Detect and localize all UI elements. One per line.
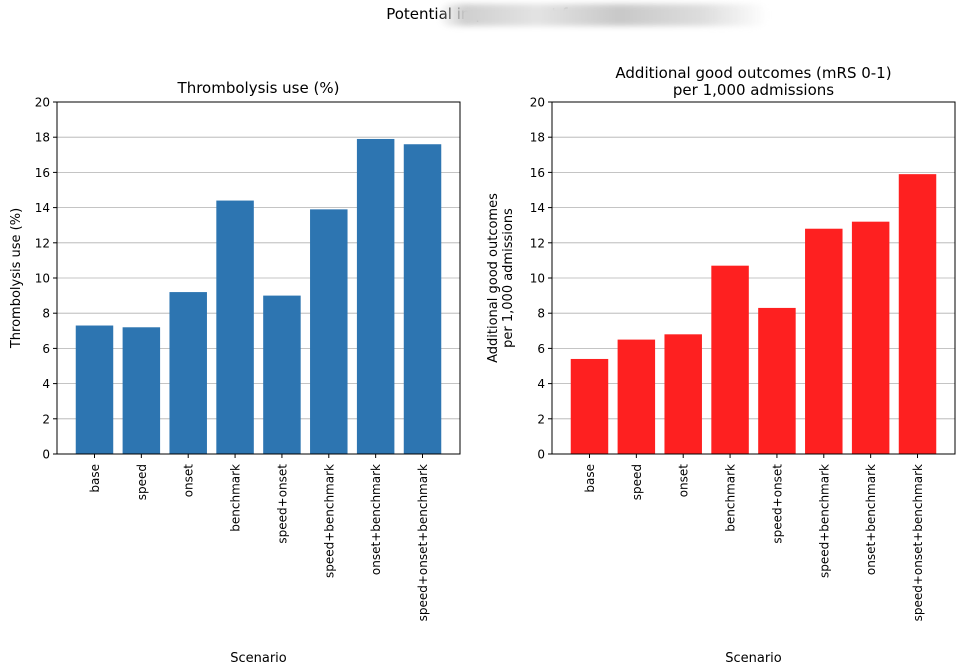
y-tick-label: 10 (35, 272, 50, 286)
y-tick-label: 4 (42, 377, 50, 391)
chart-thrombolysis-use: 0 2 4 6 8 10 12 14 16 18 20 base speed onset benchmark… (9, 79, 461, 666)
chart-title: Thrombolysis use (%) (177, 79, 340, 97)
x-tick-label: base (88, 464, 102, 493)
bar-speed (617, 339, 656, 454)
y-tick-label: 14 (530, 201, 545, 215)
x-axis-label-line: Scenario (725, 651, 782, 666)
x-tick-label: speed+onset (770, 464, 784, 544)
x-tick-label: onset (677, 464, 691, 498)
y-tick-label: 14 (35, 201, 50, 215)
x-axis-label-line: Scenario (230, 651, 287, 666)
y-axis-label: Thrombolysis use (%) (9, 208, 24, 349)
bar-benchmark (711, 265, 749, 454)
x-tick-label: base (583, 464, 597, 493)
bar-onset (169, 292, 207, 454)
y-axis-label: Additional good outcomesper 1,000 admiss… (486, 193, 516, 363)
bar-base (570, 358, 609, 454)
bar-onset+benchmark (851, 221, 890, 454)
bar-speed+onset+benchmark (898, 174, 937, 454)
bar-onset+benchmark (356, 138, 395, 454)
chart-additional-good-outcomes: 0 2 4 6 8 10 12 14 16 18 20 base speed onset benchmark… (486, 64, 956, 666)
x-tick-label: speed+benchmark (322, 464, 336, 578)
x-tick-label: speed+onset (275, 464, 289, 544)
y-axis-label-line: Thrombolysis use (%) (9, 208, 24, 349)
y-tick-label: 18 (530, 131, 545, 145)
y-tick-label: 12 (530, 236, 545, 250)
bar-speed+benchmark (805, 228, 843, 454)
y-axis-label-line: per 1,000 admissions (501, 208, 516, 348)
y-tick-label: 0 (537, 448, 545, 462)
x-tick-label: onset+benchmark (369, 464, 383, 575)
x-tick-label: speed+onset+benchmark (416, 464, 430, 621)
bar-base (75, 325, 114, 454)
chart-title-line: per 1,000 admissions (673, 81, 834, 99)
y-tick-label: 10 (530, 272, 545, 286)
x-tick-label: onset (182, 464, 196, 498)
y-tick-label: 20 (530, 96, 545, 110)
bar-speed+onset (758, 307, 796, 454)
x-axis-label: Scenario (725, 651, 782, 666)
y-tick-label: 16 (530, 166, 545, 180)
y-tick-label: 16 (35, 166, 50, 180)
bar-onset (664, 334, 702, 454)
y-axis-label-line: Additional good outcomes (486, 193, 501, 363)
bar-speed+onset+benchmark (403, 144, 442, 455)
x-axis-label: Scenario (230, 651, 287, 666)
redacted-region (438, 4, 768, 26)
x-tick-label: speed (135, 464, 149, 500)
bar-benchmark (216, 200, 254, 454)
chart-title-line: Thrombolysis use (%) (177, 79, 340, 97)
bar-speed+benchmark (310, 209, 348, 454)
y-tick-label: 4 (537, 377, 545, 391)
y-tick-label: 20 (35, 96, 50, 110)
y-tick-label: 8 (537, 307, 545, 321)
y-tick-label: 2 (537, 412, 545, 426)
bar-speed+onset (263, 295, 301, 454)
y-tick-label: 8 (42, 307, 50, 321)
x-tick-label: benchmark (724, 464, 738, 532)
chart-title: Additional good outcomes (mRS 0-1) per 1,… (615, 64, 891, 99)
x-tick-label: onset+benchmark (864, 464, 878, 575)
x-tick-label: benchmark (229, 464, 243, 532)
y-tick-label: 12 (35, 236, 50, 250)
y-tick-label: 6 (42, 342, 50, 356)
y-tick-label: 6 (537, 342, 545, 356)
y-tick-label: 2 (42, 412, 50, 426)
bar-speed (122, 327, 161, 454)
x-tick-label: speed+onset+benchmark (911, 464, 925, 621)
y-tick-label: 0 (42, 448, 50, 462)
y-tick-label: 18 (35, 131, 50, 145)
x-tick-label: speed (630, 464, 644, 500)
x-tick-label: speed+benchmark (817, 464, 831, 578)
chart-title-line: Additional good outcomes (mRS 0-1) (615, 64, 891, 82)
